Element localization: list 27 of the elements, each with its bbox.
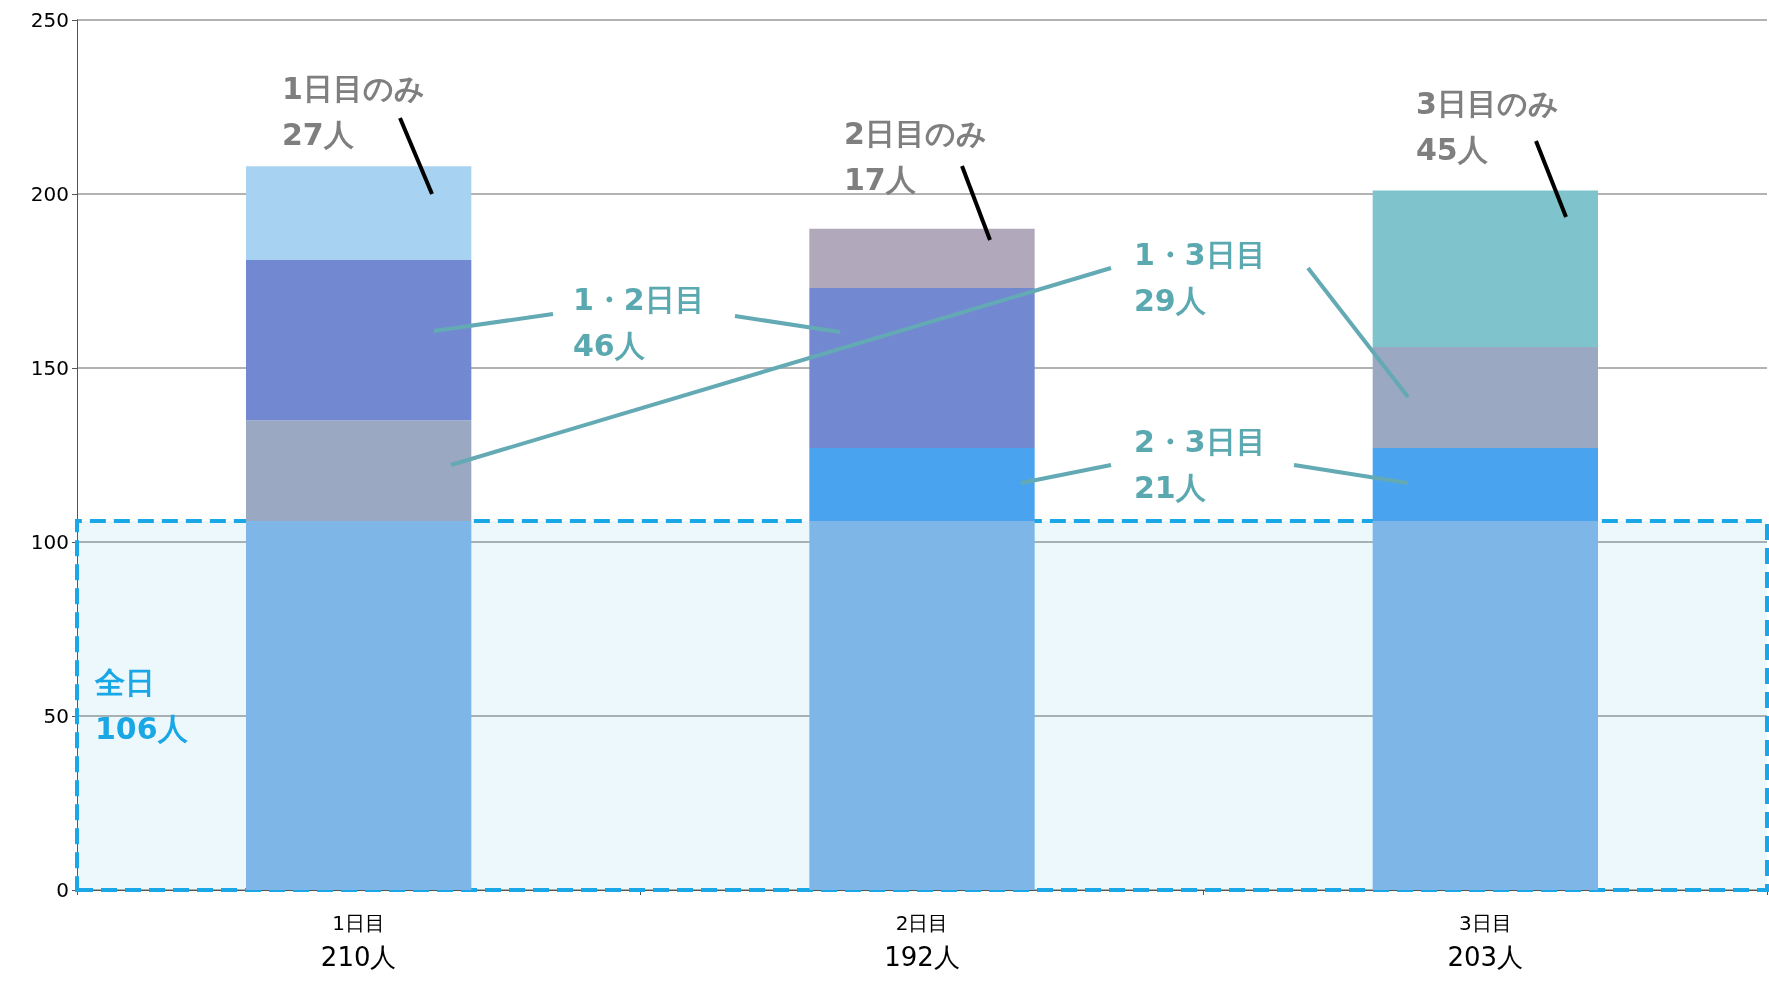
bar xyxy=(1372,521,1598,890)
total-label: 192人 xyxy=(884,942,960,972)
annotation: 1日目のみ 27人 xyxy=(282,70,425,152)
bar xyxy=(246,521,472,890)
x-tick-label: 2日目 xyxy=(895,911,949,935)
bar xyxy=(809,228,1035,288)
x-tick-label: 1日目 xyxy=(332,911,386,935)
y-tick-label: 50 xyxy=(43,704,69,728)
bar xyxy=(1372,448,1598,522)
y-tick-label: 0 xyxy=(56,878,69,902)
band-label: 全日 106人 xyxy=(94,665,189,747)
y-tick-label: 200 xyxy=(30,182,69,206)
annotation: 2日目のみ 17人 xyxy=(844,115,987,197)
annotation: 3日目のみ 45人 xyxy=(1416,85,1559,167)
bar xyxy=(809,448,1035,522)
annotation: 1・2日目 46人 xyxy=(573,281,705,363)
total-label: 203人 xyxy=(1447,942,1524,972)
annotation: 2・3日目 21人 xyxy=(1134,423,1266,505)
y-tick-label: 150 xyxy=(30,356,69,380)
x-tick-label: 3日目 xyxy=(1458,911,1512,935)
bar xyxy=(246,166,472,261)
bar xyxy=(809,521,1035,890)
y-tick-label: 100 xyxy=(30,530,69,554)
annotation: 1・3日目 29人 xyxy=(1134,236,1266,318)
y-tick-label: 250 xyxy=(30,8,69,32)
bar xyxy=(246,420,472,522)
total-label: 210人 xyxy=(320,942,397,972)
